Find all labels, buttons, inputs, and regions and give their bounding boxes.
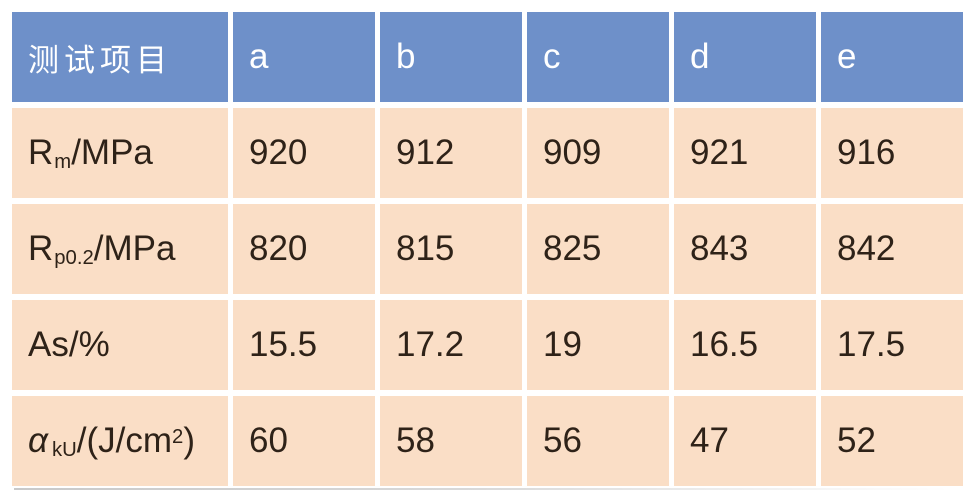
data-cell-as-c: 19	[527, 300, 669, 390]
bottom-shadow-line	[14, 488, 949, 490]
cell-value: 16.5	[690, 325, 759, 364]
row-label-aku: α kU/(J/cm2)	[12, 396, 228, 486]
row-label-text: As/%	[28, 325, 110, 364]
header-cell-sample-b: b	[380, 12, 522, 102]
cell-value: 60	[249, 421, 288, 460]
cell-value: 52	[837, 421, 876, 460]
cell-value: 56	[543, 421, 582, 460]
header-cell-sample-e: e	[821, 12, 963, 102]
data-cell-aku-e: 52	[821, 396, 963, 486]
data-cell-aku-d: 47	[674, 396, 816, 486]
header-label: a	[249, 37, 269, 76]
header-label: b	[396, 37, 416, 76]
cell-value: 920	[249, 133, 308, 172]
data-cell-aku-c: 56	[527, 396, 669, 486]
cell-value: 47	[690, 421, 729, 460]
row-label-rm: Rm/MPa	[12, 108, 228, 198]
header-cell-sample-d: d	[674, 12, 816, 102]
cell-value: 15.5	[249, 325, 318, 364]
cell-value: 820	[249, 229, 308, 268]
cell-value: 815	[396, 229, 455, 268]
cell-value: 58	[396, 421, 435, 460]
header-label: d	[690, 37, 710, 76]
cell-value: 843	[690, 229, 749, 268]
data-cell-rp02-b: 815	[380, 204, 522, 294]
data-cell-as-e: 17.5	[821, 300, 963, 390]
data-cell-as-d: 16.5	[674, 300, 816, 390]
data-cell-rm-b: 912	[380, 108, 522, 198]
data-cell-rm-a: 920	[233, 108, 375, 198]
row-label-text: α kU/(J/cm2)	[28, 421, 195, 462]
results-table: 测试项目 a b c d e Rm/MPa 920 912 909 921 91…	[12, 12, 963, 486]
data-cell-rp02-d: 843	[674, 204, 816, 294]
row-label-rp02: Rp0.2/MPa	[12, 204, 228, 294]
header-cell-test-item: 测试项目	[12, 12, 228, 102]
header-label: e	[837, 37, 857, 76]
header-label: c	[543, 37, 561, 76]
cell-value: 17.2	[396, 325, 465, 364]
row-label-as: As/%	[12, 300, 228, 390]
cell-value: 17.5	[837, 325, 906, 364]
cell-value: 916	[837, 133, 896, 172]
data-cell-rm-c: 909	[527, 108, 669, 198]
data-cell-rp02-c: 825	[527, 204, 669, 294]
row-label-text: Rp0.2/MPa	[28, 229, 176, 270]
data-cell-aku-b: 58	[380, 396, 522, 486]
cell-value: 921	[690, 133, 749, 172]
header-cell-sample-a: a	[233, 12, 375, 102]
data-cell-rm-e: 916	[821, 108, 963, 198]
cell-value: 842	[837, 229, 896, 268]
cell-value: 912	[396, 133, 455, 172]
data-cell-as-b: 17.2	[380, 300, 522, 390]
data-cell-rp02-e: 842	[821, 204, 963, 294]
data-cell-aku-a: 60	[233, 396, 375, 486]
header-label: 测试项目	[28, 42, 172, 78]
cell-value: 909	[543, 133, 602, 172]
cell-value: 825	[543, 229, 602, 268]
cell-value: 19	[543, 325, 582, 364]
data-cell-rp02-a: 820	[233, 204, 375, 294]
row-label-text: Rm/MPa	[28, 133, 153, 174]
header-cell-sample-c: c	[527, 12, 669, 102]
data-cell-as-a: 15.5	[233, 300, 375, 390]
data-cell-rm-d: 921	[674, 108, 816, 198]
